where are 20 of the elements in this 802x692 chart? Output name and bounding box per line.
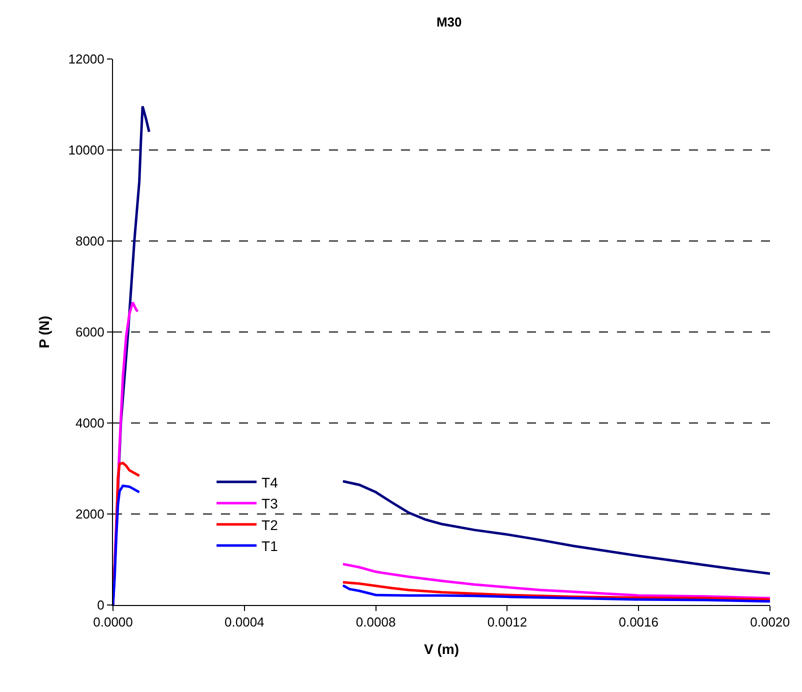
legend-label: T3 (262, 496, 278, 512)
y-tick-label: 12000 (68, 52, 104, 67)
x-tick-label: 0.0020 (750, 614, 790, 630)
legend-label: T1 (262, 538, 278, 554)
y-tick-label: 2000 (75, 506, 104, 522)
y-tick-label: 6000 (75, 324, 104, 340)
legend-label: T2 (262, 516, 278, 533)
chart-title: M30 (436, 14, 462, 30)
y-tick-label: 8000 (75, 234, 104, 249)
y-tick-label: 10000 (68, 142, 104, 158)
y-tick-label: 4000 (75, 416, 104, 431)
x-tick-label: 0.0000 (93, 614, 133, 630)
x-tick-label: 0.0016 (618, 614, 658, 630)
x-tick-label: 0.0008 (356, 614, 396, 630)
legend-label: T4 (262, 474, 278, 490)
x-axis-title: V (m) (424, 640, 459, 657)
y-tick-label: 0 (97, 598, 104, 613)
y-axis-title: P (N) (36, 316, 52, 348)
x-tick-label: 0.0012 (487, 614, 528, 630)
x-tick-label: 0.0004 (224, 614, 264, 630)
